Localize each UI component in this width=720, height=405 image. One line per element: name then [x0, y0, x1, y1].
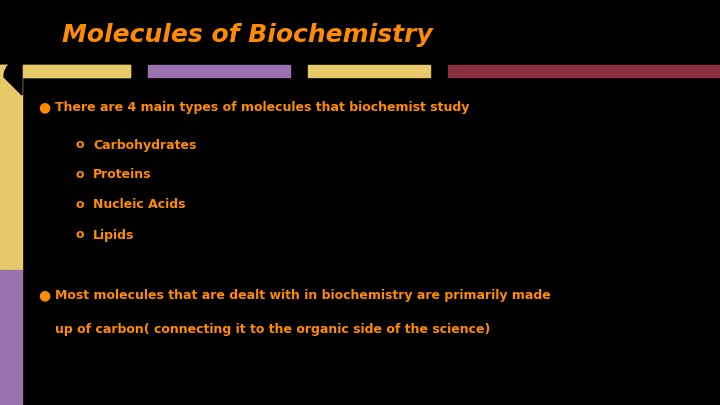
Text: Lipids: Lipids	[93, 228, 135, 241]
Text: o: o	[75, 139, 84, 151]
Text: ●: ●	[38, 288, 50, 302]
Text: o: o	[75, 198, 84, 211]
Text: Molecules of Biochemistry: Molecules of Biochemistry	[62, 23, 433, 47]
Bar	[0, 270, 22, 405]
Text: o: o	[75, 228, 84, 241]
Polygon shape	[4, 59, 22, 95]
Text: Most molecules that are dealt with in biochemistry are primarily made: Most molecules that are dealt with in bi…	[55, 288, 551, 301]
Text: Proteins: Proteins	[93, 168, 151, 181]
Text: There are 4 main types of molecules that biochemist study: There are 4 main types of molecules that…	[55, 100, 469, 113]
Text: ●: ●	[38, 100, 50, 114]
Bar	[308, 65, 430, 77]
Bar	[0, 65, 130, 77]
Text: Nucleic Acids: Nucleic Acids	[93, 198, 186, 211]
Bar	[0, 65, 130, 77]
Bar	[148, 65, 290, 77]
Text: o: o	[75, 168, 84, 181]
Text: Carbohydrates: Carbohydrates	[93, 139, 197, 151]
Bar	[0, 65, 22, 270]
Text: up of carbon( connecting it to the organic side of the science): up of carbon( connecting it to the organ…	[55, 324, 490, 337]
Bar	[448, 65, 720, 77]
